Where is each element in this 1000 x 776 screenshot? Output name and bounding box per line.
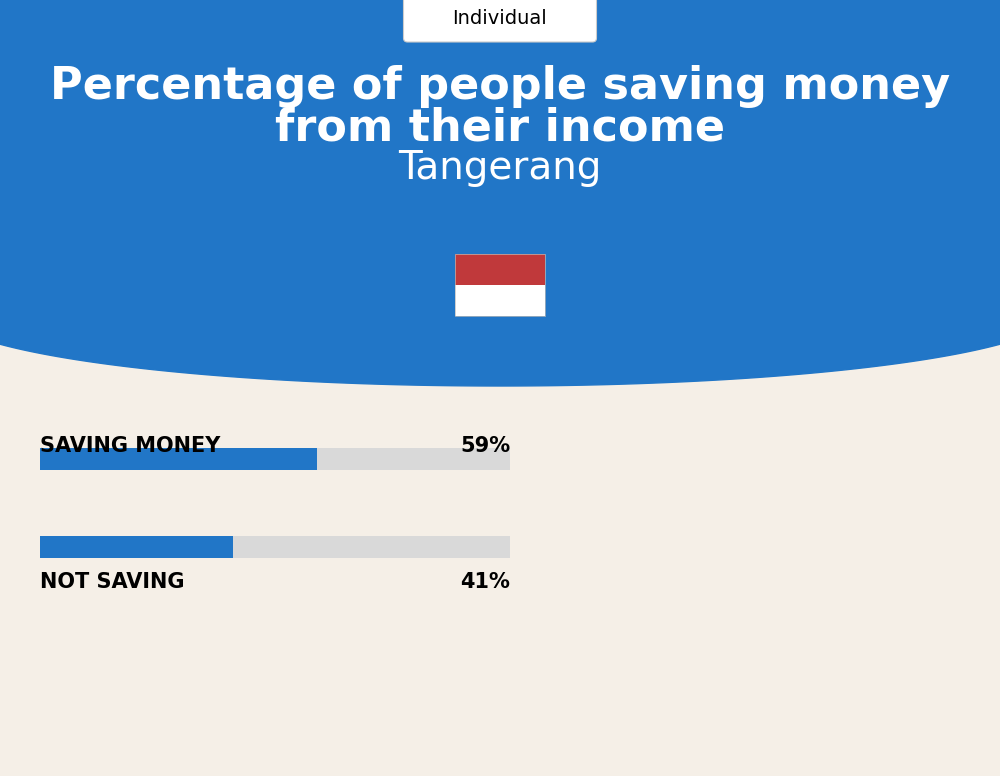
Bar [455,254,545,285]
Polygon shape [0,0,1000,386]
Bar [40,448,317,470]
Text: NOT SAVING: NOT SAVING [40,572,184,592]
Text: Individual: Individual [453,9,547,29]
Bar [40,536,233,558]
Text: 59%: 59% [460,436,510,456]
Bar [455,254,545,316]
Text: from their income: from their income [275,106,725,150]
Text: Percentage of people saving money: Percentage of people saving money [50,64,950,108]
FancyBboxPatch shape [404,0,596,42]
Bar [40,536,510,558]
Bar [455,285,545,316]
Text: SAVING MONEY: SAVING MONEY [40,436,220,456]
Text: 41%: 41% [460,572,510,592]
Bar [40,448,510,470]
Text: Tangerang: Tangerang [398,149,602,187]
